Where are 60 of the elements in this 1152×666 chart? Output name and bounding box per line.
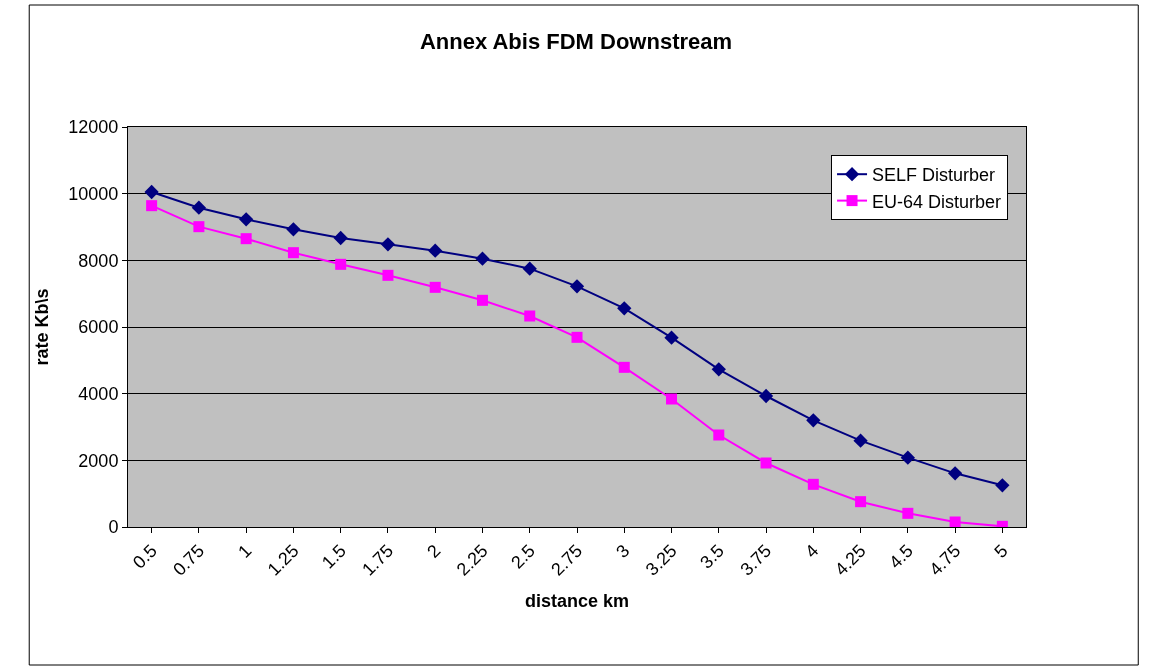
- point: [666, 393, 678, 405]
- point: [902, 507, 914, 519]
- point: [240, 233, 252, 245]
- y-tick-label: 4000: [78, 383, 119, 404]
- point: [429, 281, 441, 293]
- x-tick-label: 4.75: [925, 540, 965, 580]
- point: [853, 433, 868, 448]
- y-tick-label: 2000: [78, 450, 119, 471]
- legend-label: SELF Disturber: [872, 165, 996, 186]
- y-tick-label: 8000: [78, 250, 119, 271]
- x-tick-label: 5: [990, 540, 1012, 562]
- x-tick-label: 2.5: [507, 540, 539, 573]
- point: [193, 221, 205, 233]
- point: [191, 200, 207, 215]
- x-tick-label: 4.5: [885, 540, 918, 573]
- point: [711, 362, 726, 377]
- point: [617, 301, 632, 316]
- point: [618, 361, 630, 373]
- y-tick-label: 10000: [68, 183, 119, 204]
- point: [807, 478, 819, 490]
- x-axis-title: distance km: [524, 590, 630, 611]
- x-tick-label: 1.5: [318, 540, 350, 573]
- x-tick-label: 3: [612, 540, 634, 562]
- point: [476, 294, 488, 306]
- chart-title: Annex Abis FDM Downstream: [419, 28, 733, 54]
- y-tick-label: 6000: [78, 317, 119, 338]
- point: [571, 331, 583, 343]
- point: [382, 269, 394, 281]
- point: [569, 279, 585, 294]
- x-tick-label: 3.5: [696, 540, 728, 573]
- point: [428, 243, 443, 258]
- x-tick-label: 0.5: [128, 540, 161, 573]
- point: [995, 478, 1010, 493]
- point: [522, 261, 537, 276]
- y-axis-title: rate Kb\s: [31, 288, 52, 366]
- point: [144, 184, 159, 200]
- y-tick-label: 12000: [68, 117, 119, 138]
- legend-label: EU-64 Disturber: [872, 191, 1002, 212]
- point: [475, 251, 490, 266]
- x-tick-label: 2: [423, 540, 445, 562]
- point: [286, 222, 301, 237]
- point: [758, 388, 774, 404]
- x-tick-label: 1: [234, 540, 256, 562]
- point: [949, 516, 961, 527]
- point: [664, 330, 679, 345]
- x-tick-label: 4: [801, 540, 823, 562]
- point: [239, 212, 254, 227]
- point: [380, 237, 396, 252]
- point: [900, 450, 915, 465]
- point: [806, 413, 821, 428]
- point: [287, 247, 299, 259]
- point: [760, 457, 772, 469]
- point: [333, 230, 348, 246]
- point: [335, 258, 347, 270]
- point: [146, 200, 158, 212]
- y-tick-label: 0: [108, 517, 119, 538]
- point: [524, 310, 536, 322]
- point: [947, 466, 963, 481]
- point: [855, 496, 867, 508]
- point: [713, 429, 725, 441]
